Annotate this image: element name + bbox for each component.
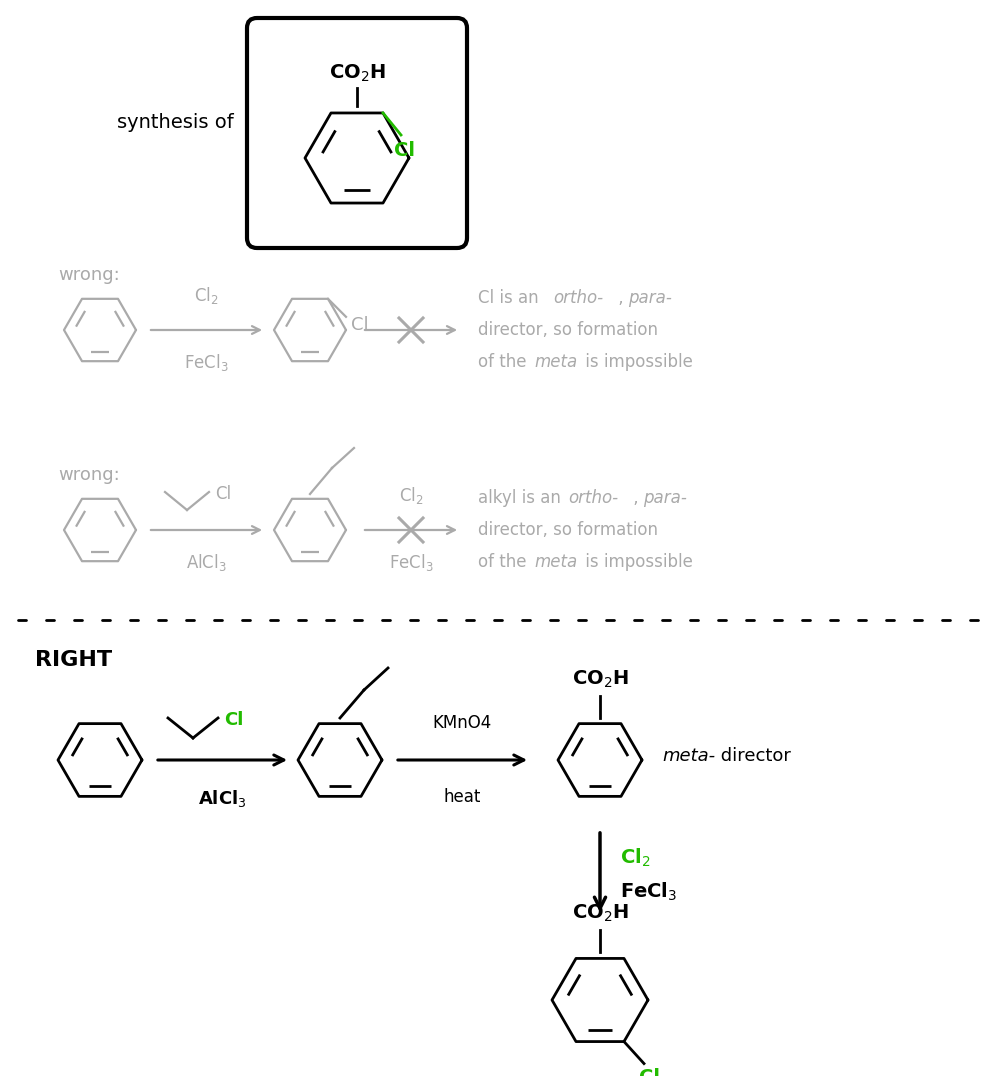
Text: director, so formation: director, so formation bbox=[477, 321, 657, 339]
Text: meta: meta bbox=[534, 353, 577, 371]
Text: Cl: Cl bbox=[224, 711, 243, 730]
Text: AlCl$_3$: AlCl$_3$ bbox=[186, 552, 227, 574]
Text: meta: meta bbox=[534, 553, 577, 571]
Text: Cl: Cl bbox=[394, 141, 415, 160]
Text: wrong:: wrong: bbox=[58, 466, 119, 484]
Text: Cl is an: Cl is an bbox=[477, 289, 544, 307]
Text: ortho-: ortho- bbox=[568, 489, 618, 507]
FancyBboxPatch shape bbox=[247, 18, 466, 247]
Text: Cl$_2$: Cl$_2$ bbox=[620, 847, 650, 869]
Text: para-: para- bbox=[642, 489, 686, 507]
Text: AlCl$_3$: AlCl$_3$ bbox=[198, 788, 246, 809]
Text: Cl: Cl bbox=[215, 485, 231, 502]
Text: KMnO4: KMnO4 bbox=[432, 714, 491, 732]
Text: alkyl is an: alkyl is an bbox=[477, 489, 566, 507]
Text: ,: , bbox=[613, 289, 628, 307]
Text: synthesis of: synthesis of bbox=[116, 113, 233, 131]
Text: CO$_2$H: CO$_2$H bbox=[571, 668, 628, 690]
Text: ,: , bbox=[627, 489, 643, 507]
Text: RIGHT: RIGHT bbox=[35, 650, 112, 670]
Text: FeCl$_3$: FeCl$_3$ bbox=[620, 881, 677, 903]
Text: FeCl$_3$: FeCl$_3$ bbox=[184, 352, 229, 373]
Text: FeCl$_3$: FeCl$_3$ bbox=[388, 552, 433, 574]
Text: CO$_2$H: CO$_2$H bbox=[328, 62, 385, 84]
Text: Cl: Cl bbox=[351, 316, 368, 334]
Text: is impossible: is impossible bbox=[580, 353, 692, 371]
Text: director: director bbox=[714, 747, 790, 765]
Text: Cl$_2$: Cl$_2$ bbox=[398, 485, 423, 506]
Text: para-: para- bbox=[627, 289, 671, 307]
Text: wrong:: wrong: bbox=[58, 266, 119, 284]
Text: is impossible: is impossible bbox=[580, 553, 692, 571]
Text: meta-: meta- bbox=[661, 747, 714, 765]
Text: Cl: Cl bbox=[639, 1068, 660, 1076]
Text: Cl$_2$: Cl$_2$ bbox=[194, 285, 219, 306]
Text: of the: of the bbox=[477, 553, 532, 571]
Text: of the: of the bbox=[477, 353, 532, 371]
Text: CO$_2$H: CO$_2$H bbox=[571, 903, 628, 924]
Text: ortho-: ortho- bbox=[553, 289, 603, 307]
Text: director, so formation: director, so formation bbox=[477, 521, 657, 539]
Text: heat: heat bbox=[443, 788, 480, 806]
